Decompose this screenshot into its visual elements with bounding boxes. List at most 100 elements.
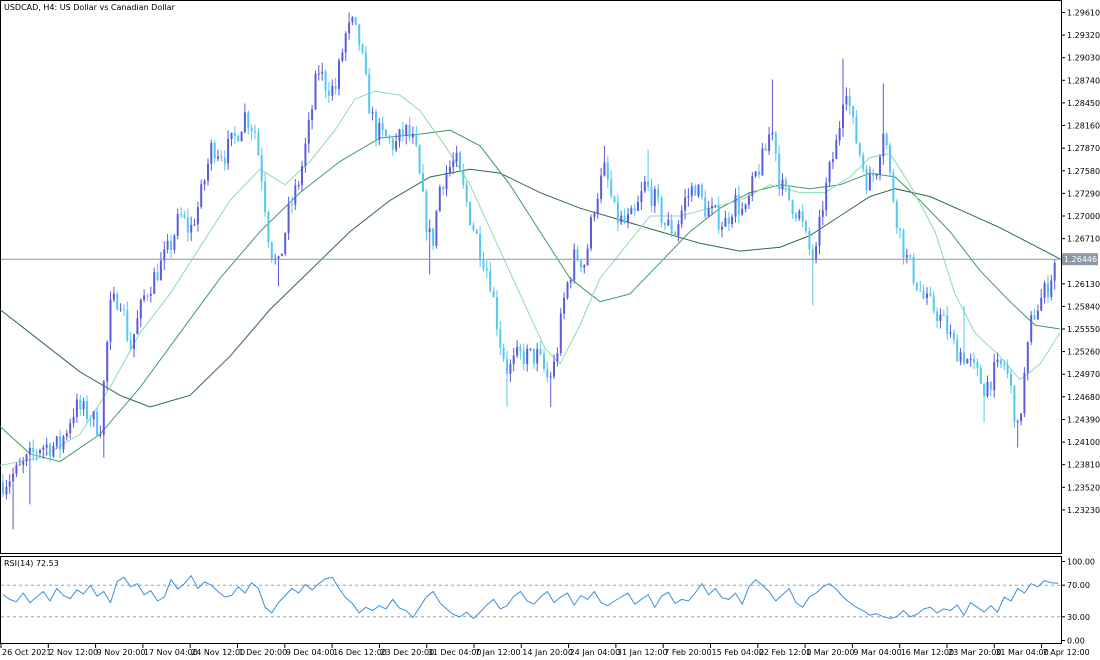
candle-body: [72, 417, 75, 424]
candle-body: [986, 381, 989, 396]
candle-body: [358, 24, 361, 45]
price-tick-label: 1.24680: [1067, 393, 1100, 402]
candle-body: [889, 145, 891, 173]
candle-body: [395, 141, 398, 150]
candle-body: [973, 358, 975, 362]
candle-body: [707, 208, 710, 217]
price-tick-label: 1.25550: [1067, 325, 1100, 334]
candle-body: [714, 205, 717, 207]
candle-body: [92, 411, 95, 420]
candle-body: [432, 228, 435, 246]
candle-body: [1003, 364, 1006, 366]
time-tick-label: 7 Feb 20:00: [664, 648, 711, 657]
candle-body: [348, 22, 351, 34]
candle-body: [633, 208, 636, 211]
candle-body: [593, 213, 596, 218]
time-tick-label: 26 Oct 2021: [2, 648, 51, 657]
candle-body: [852, 106, 855, 117]
candle-body: [18, 464, 21, 466]
candle-body: [516, 346, 519, 356]
candle-body: [502, 347, 505, 360]
time-tick-label: 1 Dec 20:00: [239, 648, 288, 657]
candle-body: [603, 162, 606, 176]
candle-body: [297, 184, 300, 186]
bid-price-tag: [1062, 253, 1098, 266]
candle-body: [590, 217, 592, 249]
candle-body: [526, 348, 529, 365]
candle-body: [331, 86, 334, 96]
candle-body: [462, 169, 465, 185]
candle-body: [1036, 310, 1039, 320]
candle-body: [657, 189, 660, 198]
candle-body: [1006, 365, 1009, 374]
candle-body: [39, 449, 41, 453]
candle-body: [993, 362, 996, 390]
candle-body: [879, 156, 881, 175]
time-tick-label: 9 Dec 04:00: [286, 648, 335, 657]
candle-body: [442, 186, 445, 190]
candle-body: [741, 208, 744, 215]
candle-body: [966, 359, 969, 364]
rsi-tick-label: 100.00: [1067, 558, 1095, 567]
candle-body: [28, 447, 31, 455]
price-tick-label: 1.28450: [1067, 99, 1100, 108]
candle-body: [536, 349, 539, 364]
rsi-pane[interactable]: [0, 556, 1062, 644]
moving-averages: [0, 90, 1061, 466]
candle-body: [435, 211, 438, 246]
candle-body: [411, 134, 414, 138]
time-tick-label: 24 Nov 12:00: [191, 648, 245, 657]
candle-body: [99, 434, 102, 436]
candle-body: [862, 154, 865, 169]
candle-body: [250, 128, 253, 131]
rsi-pane-border: [0, 556, 1062, 644]
time-tick-label: 1 Mar 20:00: [806, 648, 854, 657]
candle-body: [825, 182, 828, 211]
candle-body: [1013, 385, 1016, 422]
candle-body: [146, 295, 149, 297]
candle-body: [102, 381, 105, 435]
candle-body: [512, 355, 515, 364]
candle-body: [341, 52, 344, 61]
time-tick-label: 2 Nov 12:00: [49, 648, 98, 657]
candle-body: [989, 381, 992, 390]
candle-body: [835, 140, 838, 160]
chart-title: USDCAD, H4: US Dollar vs Canadian Dollar: [4, 3, 176, 12]
rsi-title: RSI(14) 72.53: [4, 559, 59, 568]
candle-body: [546, 368, 549, 378]
candle-body: [979, 367, 982, 384]
candle-body: [210, 142, 213, 164]
candle-body: [899, 228, 902, 230]
candle-body: [495, 297, 498, 330]
candle-body: [264, 181, 267, 213]
candle-body: [556, 353, 559, 362]
price-tick-label: 1.27580: [1067, 167, 1100, 176]
candle-body: [522, 351, 525, 365]
candle-body: [317, 73, 320, 75]
candle-body: [875, 174, 878, 176]
candle-body: [724, 218, 727, 227]
candle-body: [12, 473, 15, 482]
candle-body: [96, 411, 99, 436]
candle-body: [563, 297, 566, 314]
candle-body: [865, 169, 868, 191]
candle-body: [912, 256, 915, 283]
candle-body: [277, 256, 280, 259]
time-tick-label: 16 Mar 12:00: [901, 648, 954, 657]
candle-body: [116, 293, 119, 310]
candle-body: [69, 423, 72, 434]
candle-body: [465, 184, 468, 202]
candle-body: [694, 186, 697, 196]
candle-body: [324, 71, 327, 91]
candle-body: [663, 222, 666, 226]
candle-body: [946, 315, 949, 334]
candle-body: [788, 186, 791, 200]
candle-body: [32, 447, 35, 453]
candle-body: [314, 73, 317, 110]
candle-body: [606, 162, 609, 180]
candle-body: [922, 290, 925, 299]
candle-body: [55, 436, 58, 446]
candle-body: [868, 174, 871, 191]
main-chart-pane[interactable]: [0, 0, 1062, 554]
